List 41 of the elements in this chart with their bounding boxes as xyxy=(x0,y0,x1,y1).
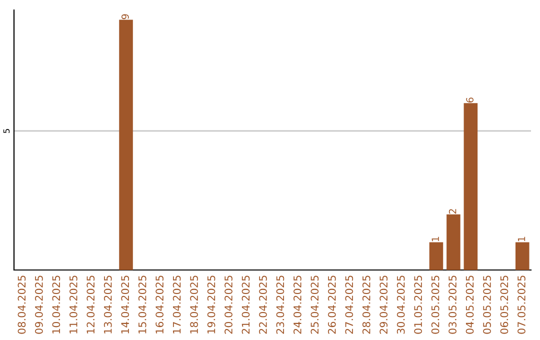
x-tick-label: 26.04.2025 xyxy=(328,276,336,334)
data-label: 1 xyxy=(518,236,526,242)
x-tick-label: 07.05.2025 xyxy=(518,276,526,334)
x-tick-label: 04.05.2025 xyxy=(466,276,474,334)
x-tick-label: 21.04.2025 xyxy=(242,276,250,334)
x-tick-label: 05.05.2025 xyxy=(483,276,491,334)
y-tick-label: 5 xyxy=(3,129,10,133)
data-label: 9 xyxy=(121,14,129,20)
x-tick-label: 16.04.2025 xyxy=(156,276,164,334)
x-tick-label: 19.04.2025 xyxy=(207,276,216,334)
x-tick-label: 02.05.2025 xyxy=(431,276,440,334)
bar xyxy=(429,242,444,270)
bar xyxy=(446,214,460,270)
x-tick-label: 22.04.2025 xyxy=(259,276,267,334)
x-tick-label: 11.04.2025 xyxy=(69,276,78,334)
x-tick-label: 15.04.2025 xyxy=(138,276,146,334)
x-tick-label: 13.04.2025 xyxy=(104,276,112,334)
data-label: 6 xyxy=(466,98,474,102)
x-tick-label: 18.04.2025 xyxy=(190,276,198,334)
x-tick-label: 17.04.2025 xyxy=(172,276,181,334)
x-tick-label: 24.04.2025 xyxy=(293,276,302,334)
x-tick-label: 14.04.2025 xyxy=(121,276,130,334)
x-tick-label: 12.04.2025 xyxy=(86,276,95,334)
bar xyxy=(515,242,530,270)
x-tick-label: 30.04.2025 xyxy=(396,276,405,334)
bar xyxy=(119,20,133,270)
x-tick-label: 01.05.2025 xyxy=(414,276,422,334)
data-label: 2 xyxy=(448,209,456,214)
x-tick-label: 23.04.2025 xyxy=(276,276,284,334)
data-label: 1 xyxy=(432,236,439,242)
x-tick-label: 28.04.2025 xyxy=(362,276,370,334)
x-tick-label: 06.05.2025 xyxy=(500,276,508,334)
x-tick-label: 10.04.2025 xyxy=(52,276,60,334)
x-tick-label: 09.04.2025 xyxy=(34,276,43,334)
x-tick-label: 20.04.2025 xyxy=(224,276,232,334)
x-tick-label: 08.04.2025 xyxy=(18,276,26,334)
x-tick-label: 27.04.2025 xyxy=(345,276,354,334)
bar xyxy=(464,103,478,270)
x-tick-label: 25.04.2025 xyxy=(310,276,319,334)
x-tick-label: 03.05.2025 xyxy=(448,276,456,334)
x-tick-label: 29.04.2025 xyxy=(380,276,388,334)
